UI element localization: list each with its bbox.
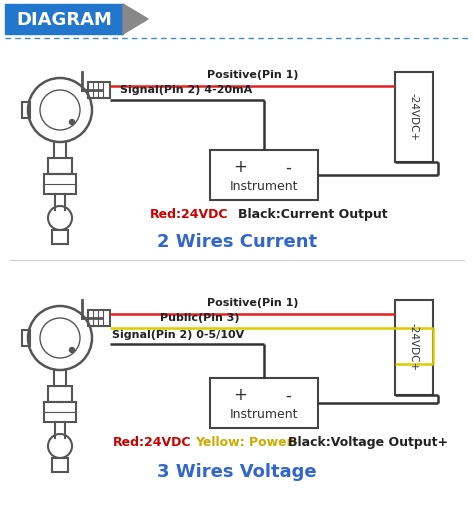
Text: Positive(Pin 1): Positive(Pin 1)	[207, 298, 298, 308]
Polygon shape	[123, 4, 148, 34]
Text: Instrument: Instrument	[230, 179, 298, 193]
Bar	[44, 174, 76, 194]
Bar	[52, 230, 68, 244]
Text: Positive(Pin 1): Positive(Pin 1)	[207, 70, 298, 80]
Text: Instrument: Instrument	[230, 407, 298, 421]
Bar	[48, 386, 72, 402]
Bar	[48, 158, 72, 174]
Bar	[52, 458, 68, 472]
Circle shape	[70, 348, 74, 352]
Bar	[44, 402, 76, 422]
Bar	[88, 310, 110, 326]
Text: Yellow: Power-: Yellow: Power-	[195, 436, 298, 449]
Bar	[395, 72, 433, 162]
Circle shape	[70, 120, 74, 124]
Text: Signal(Pin 2) 4-20mA: Signal(Pin 2) 4-20mA	[120, 85, 252, 95]
Text: Red:24VDC: Red:24VDC	[150, 208, 228, 221]
Text: +: +	[233, 387, 247, 405]
Bar	[22, 102, 30, 118]
Text: -: -	[285, 387, 291, 405]
Bar	[5, 4, 123, 34]
Bar	[395, 300, 433, 395]
Text: -: -	[285, 159, 291, 177]
Text: 2 Wires Current: 2 Wires Current	[157, 233, 317, 251]
Bar	[88, 82, 110, 98]
Text: DIAGRAM: DIAGRAM	[16, 11, 112, 29]
Text: Black:Voltage Output+: Black:Voltage Output+	[288, 436, 448, 449]
Bar	[22, 330, 30, 346]
Text: Black:Current Output: Black:Current Output	[238, 208, 388, 221]
Bar	[210, 150, 318, 200]
Text: -24VDC+: -24VDC+	[409, 93, 419, 141]
Text: 3 Wires Voltage: 3 Wires Voltage	[157, 463, 317, 481]
Bar	[210, 378, 318, 428]
Text: -24VDC+: -24VDC+	[409, 323, 419, 371]
Text: Red:24VDC: Red:24VDC	[113, 436, 191, 449]
Text: Signal(Pin 2) 0-5/10V: Signal(Pin 2) 0-5/10V	[112, 330, 244, 340]
Text: Public(Pin 3): Public(Pin 3)	[160, 313, 239, 323]
Text: +: +	[233, 159, 247, 177]
